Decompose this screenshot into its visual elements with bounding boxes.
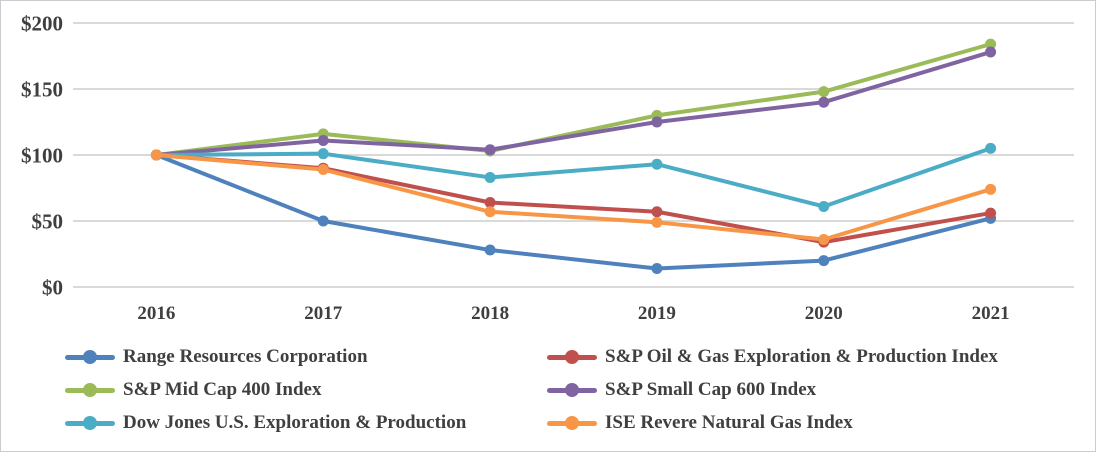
data-point (985, 183, 997, 195)
data-point (818, 200, 830, 212)
data-point (818, 233, 830, 245)
y-axis-tick-label: $200 (21, 12, 63, 36)
data-point (317, 134, 329, 146)
series-line-5 (154, 153, 993, 242)
legend-line-marker-icon (65, 383, 115, 397)
legend-item: ISE Revere Natural Gas Index (547, 411, 998, 435)
series-line-4 (154, 146, 993, 209)
y-axis-tick-label: $150 (21, 78, 63, 102)
legend-item: Range Resources Corporation (65, 345, 547, 369)
data-point (317, 148, 329, 160)
x-axis-tick-label: 2020 (805, 303, 843, 324)
series-line-1 (154, 153, 993, 245)
legend-line-marker-icon (547, 416, 597, 430)
data-point (484, 197, 496, 209)
data-point (651, 216, 663, 228)
series-line-2 (154, 42, 993, 157)
data-point (985, 142, 997, 154)
data-point (317, 215, 329, 227)
chart-legend: Range Resources Corporation S&P Oil & Gas… (65, 345, 998, 435)
legend-item: S&P Mid Cap 400 Index (65, 378, 547, 402)
y-axis-tick-label: $0 (42, 276, 63, 300)
legend-item: S&P Small Cap 600 Index (547, 378, 998, 402)
data-point (484, 244, 496, 256)
series-line-3 (154, 50, 993, 157)
data-point (651, 206, 663, 218)
data-point (484, 144, 496, 156)
data-point (985, 207, 997, 219)
y-axis-tick-label: $50 (32, 210, 64, 234)
legend-label: S&P Small Cap 600 Index (605, 379, 817, 400)
data-point (818, 96, 830, 108)
data-point (651, 158, 663, 170)
data-point (317, 164, 329, 176)
data-point (484, 171, 496, 183)
x-axis-tick-label: 2019 (638, 303, 676, 324)
series-line-0 (154, 153, 993, 271)
data-point (985, 46, 997, 58)
data-point (651, 263, 663, 275)
x-axis-tick-label: 2021 (972, 303, 1010, 324)
legend-label: Range Resources Corporation (123, 346, 368, 367)
data-point (985, 38, 997, 50)
legend-line-marker-icon (547, 383, 597, 397)
x-axis-tick-label: 2016 (137, 303, 175, 324)
data-point (484, 206, 496, 218)
legend-label: S&P Oil & Gas Exploration & Production I… (605, 346, 998, 367)
legend-line-marker-icon (65, 416, 115, 430)
data-point (150, 149, 162, 161)
data-point (818, 255, 830, 267)
x-axis-tick-label: 2017 (304, 303, 343, 324)
x-axis-tick-label: 2018 (471, 303, 509, 324)
legend-item: Dow Jones U.S. Exploration & Production (65, 411, 547, 435)
y-axis-tick-label: $100 (21, 144, 63, 168)
legend-label: S&P Mid Cap 400 Index (123, 379, 322, 400)
legend-label: ISE Revere Natural Gas Index (605, 412, 853, 433)
data-point (818, 86, 830, 98)
legend-label: Dow Jones U.S. Exploration & Production (123, 412, 467, 433)
legend-line-marker-icon (65, 350, 115, 364)
legend-item: S&P Oil & Gas Exploration & Production I… (547, 345, 998, 369)
data-point (651, 116, 663, 128)
legend-line-marker-icon (547, 350, 597, 364)
